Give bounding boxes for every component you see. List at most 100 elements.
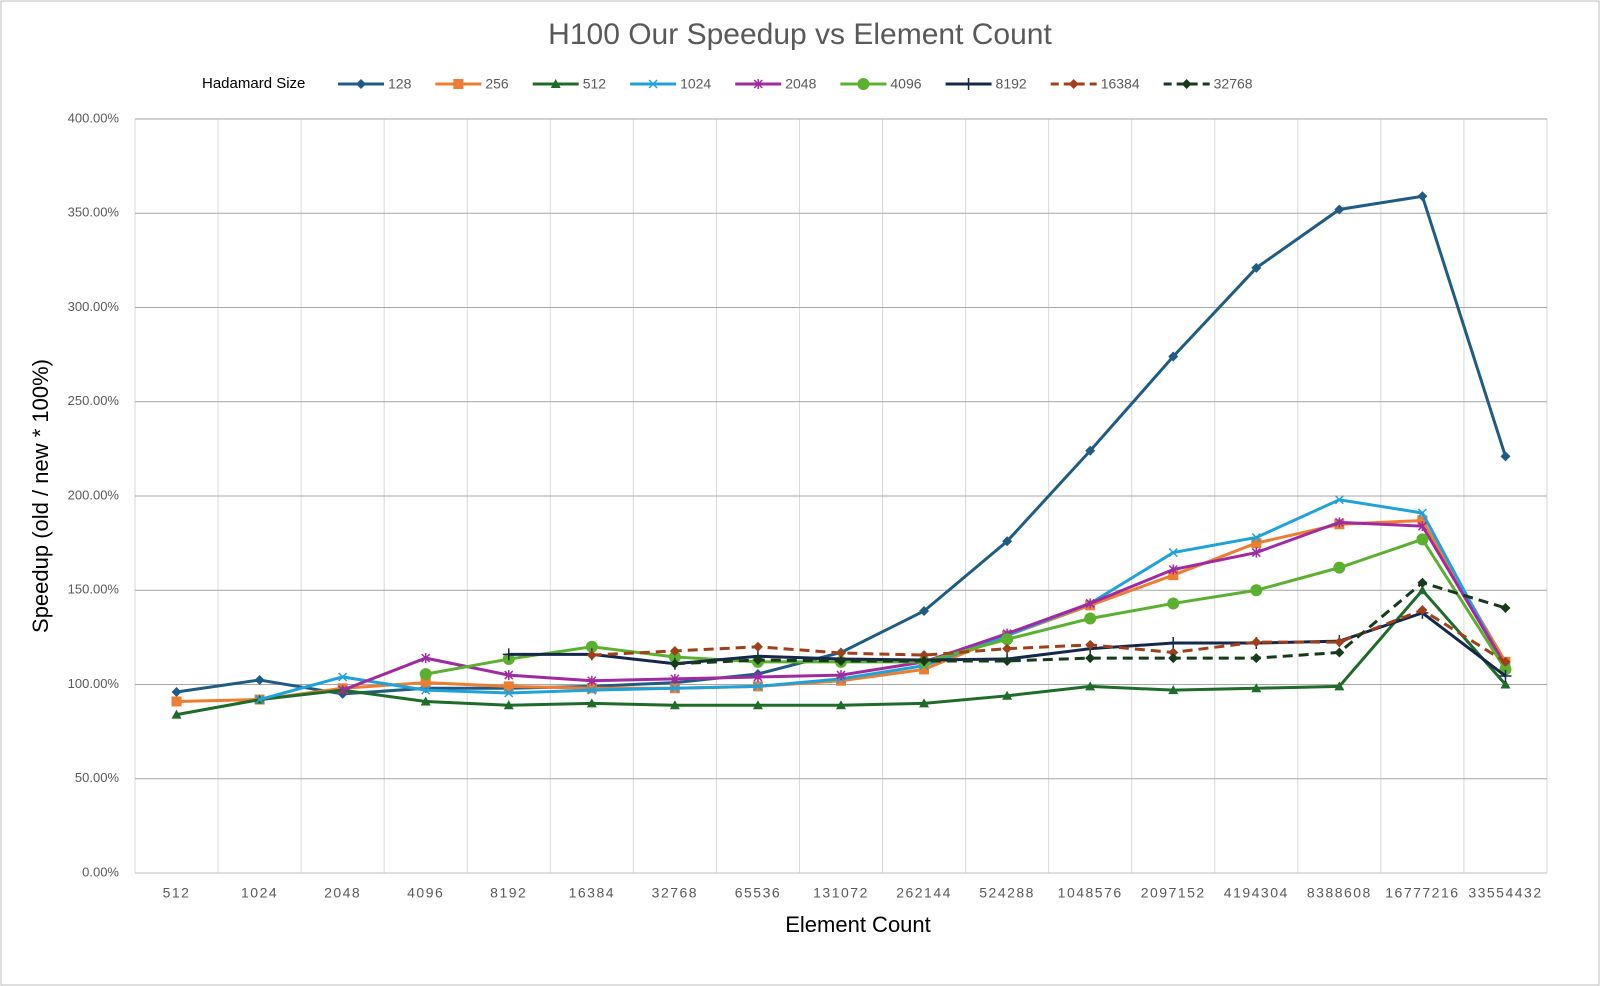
- x-tick-label: 65536: [735, 885, 781, 901]
- marker: [1500, 656, 1511, 667]
- x-tick-label: 32768: [652, 885, 698, 901]
- marker: [1002, 536, 1013, 547]
- marker: [586, 650, 597, 661]
- marker: [503, 681, 514, 692]
- marker: [419, 668, 432, 681]
- y-tick-label: 0.00%: [82, 864, 119, 879]
- legend-marker: [1181, 79, 1192, 89]
- x-axis-title: Element Count: [785, 912, 931, 937]
- marker: [1085, 598, 1095, 609]
- marker: [171, 696, 182, 707]
- y-tick-label: 200.00%: [68, 487, 120, 502]
- legend-marker: [356, 79, 366, 89]
- marker: [919, 650, 930, 661]
- marker: [1417, 508, 1427, 518]
- legend-marker: [453, 79, 464, 89]
- marker: [669, 645, 680, 656]
- marker: [420, 696, 431, 706]
- marker: [171, 709, 182, 719]
- marker: [1417, 521, 1427, 532]
- marker: [338, 672, 348, 682]
- marker: [1500, 451, 1511, 462]
- marker: [836, 700, 846, 710]
- legend-label: 128: [388, 76, 412, 92]
- y-axis-title: Speedup (old / new * 100%): [28, 359, 53, 633]
- marker: [1500, 602, 1511, 613]
- marker: [1002, 690, 1013, 700]
- marker: [171, 687, 182, 698]
- marker: [1084, 612, 1097, 625]
- marker: [1333, 561, 1346, 574]
- legend-label: 2048: [785, 76, 816, 92]
- marker: [1334, 647, 1345, 658]
- marker: [587, 675, 597, 686]
- marker: [1085, 653, 1096, 664]
- marker: [752, 654, 763, 665]
- x-tick-label: 16777216: [1385, 885, 1459, 901]
- marker: [1251, 538, 1262, 549]
- legend-label: 16384: [1101, 76, 1140, 92]
- line: [259, 498, 1507, 702]
- marker: [1251, 547, 1261, 558]
- series: [669, 577, 1511, 669]
- x-tick-label: 524288: [979, 885, 1035, 901]
- legend-marker: [648, 79, 658, 89]
- marker: [1416, 533, 1429, 546]
- marker: [420, 677, 431, 688]
- marker: [1334, 681, 1345, 691]
- marker: [753, 671, 763, 682]
- marker: [1251, 262, 1262, 273]
- line: [591, 608, 1507, 664]
- marker: [1417, 605, 1428, 616]
- marker: [753, 681, 763, 691]
- x-tick-label: 4096: [407, 885, 444, 901]
- marker: [503, 700, 514, 710]
- marker: [1499, 670, 1512, 683]
- marker: [1500, 679, 1511, 689]
- legend-label: 32768: [1214, 76, 1253, 92]
- marker: [668, 650, 681, 663]
- legend-label: 1024: [680, 76, 711, 92]
- x-tick-label: 131072: [813, 885, 869, 901]
- marker: [255, 695, 265, 705]
- marker: [1168, 564, 1178, 575]
- marker: [587, 685, 597, 695]
- marker: [1334, 637, 1345, 648]
- marker: [670, 683, 680, 693]
- marker: [1002, 655, 1013, 666]
- marker: [586, 698, 597, 708]
- series: [586, 605, 1511, 667]
- marker: [1417, 191, 1428, 202]
- marker: [1417, 585, 1428, 595]
- marker: [1334, 517, 1344, 528]
- x-tick-label: 512: [163, 885, 191, 901]
- marker: [1251, 532, 1261, 543]
- marker: [836, 675, 846, 686]
- legend-marker: [1068, 79, 1079, 89]
- marker: [1168, 548, 1178, 558]
- y-tick-label: 400.00%: [68, 110, 120, 125]
- y-tick-label: 100.00%: [68, 676, 120, 691]
- marker: [919, 698, 930, 708]
- marker: [752, 700, 763, 710]
- x-tick-label: 8388608: [1307, 885, 1372, 901]
- legend-marker: [857, 78, 870, 90]
- marker: [1085, 639, 1096, 650]
- marker: [504, 670, 514, 681]
- x-tick-label: 33554432: [1468, 885, 1542, 901]
- x-tick-label: 1024: [241, 885, 278, 901]
- legend-marker: [962, 78, 975, 90]
- marker: [919, 605, 930, 616]
- legend-label: 8192: [996, 76, 1027, 92]
- marker: [502, 648, 515, 661]
- x-tick-label: 4194304: [1224, 885, 1289, 901]
- marker: [1334, 204, 1345, 215]
- marker: [1168, 647, 1179, 658]
- legend-title: Hadamard Size: [202, 75, 305, 92]
- series: [171, 585, 1511, 719]
- marker: [1168, 351, 1179, 362]
- marker: [670, 673, 680, 684]
- legend-label: 256: [485, 76, 509, 92]
- marker: [586, 683, 597, 694]
- x-tick-label: 1048576: [1058, 885, 1123, 901]
